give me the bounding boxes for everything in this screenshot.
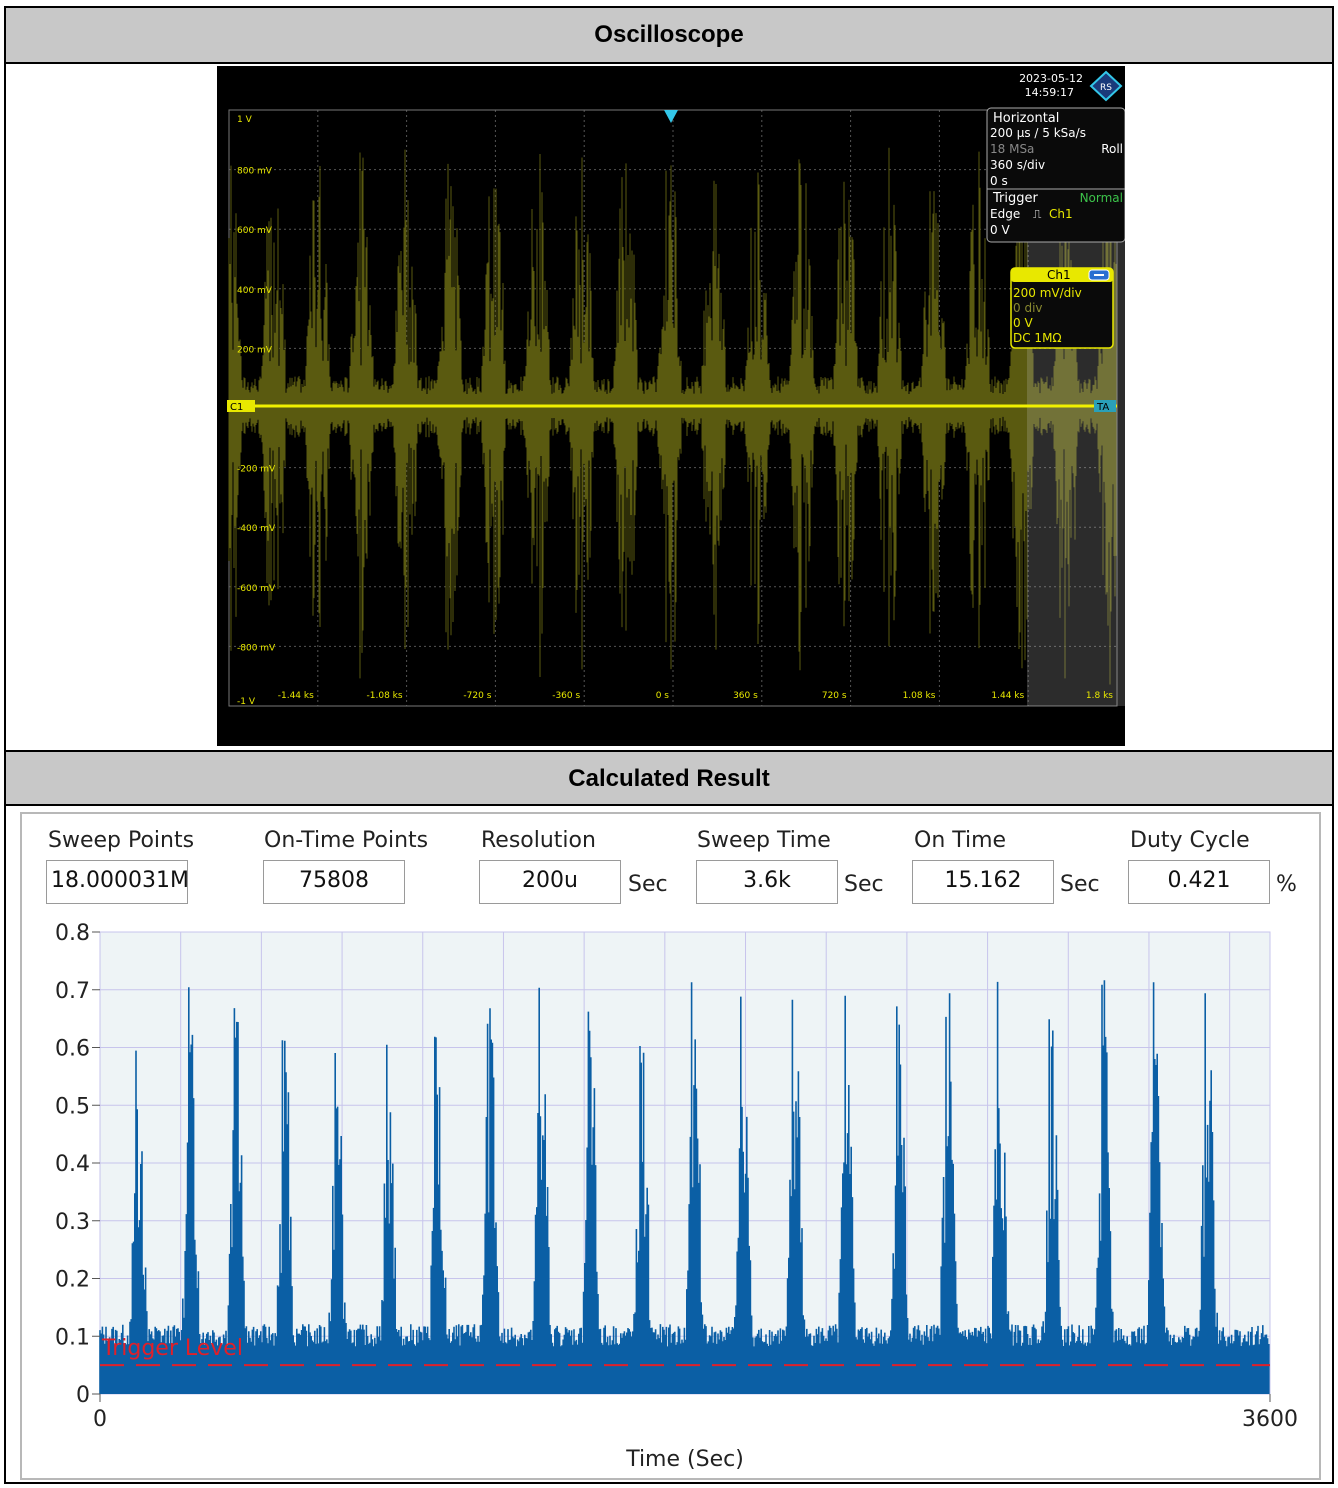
x-axis-label: Time (Sec): [625, 1447, 744, 1472]
scope-y-tick-label: 400 mV: [237, 286, 273, 296]
y-tick-label: 0: [76, 1383, 90, 1408]
horizontal-points: 18 MSa: [990, 142, 1034, 156]
resolution-unit: Sec: [628, 872, 668, 897]
ch1-offset-div: 0 div: [1013, 301, 1043, 315]
scope-y-tick-label: 1 V: [237, 115, 253, 125]
scope-y-tick-label: -200 mV: [237, 465, 276, 475]
scope-x-tick-label: -720 s: [463, 691, 491, 701]
y-tick-label: 0.4: [55, 1152, 90, 1177]
scope-x-tick-label: -360 s: [552, 691, 580, 701]
ch1-name: Ch1: [1047, 268, 1071, 282]
scope-x-tick-label: 0 s: [656, 691, 670, 701]
oscilloscope-header: Oscilloscope: [6, 8, 1332, 64]
sweep-time-label: Sweep Time: [697, 828, 831, 853]
svg-text:RS: RS: [1100, 83, 1112, 93]
ch1-offset-v: 0 V: [1013, 316, 1033, 330]
series-line: [99, 980, 1270, 1394]
scope-x-tick-label: 1.8 ks: [1086, 691, 1113, 701]
scope-y-tick-label: -800 mV: [237, 643, 276, 653]
y-tick-label: 0.6: [55, 1037, 90, 1062]
oscilloscope-screen: 1 V 800 mV 600 mV 400 mV 200 mV -200 mV -400 m…: [217, 66, 1125, 746]
resolution-label: Resolution: [481, 828, 596, 853]
horizontal-scale: 360 s/div: [990, 158, 1045, 172]
y-tick-label: 0.5: [55, 1094, 90, 1119]
scope-y-tick-label: -1 V: [237, 697, 256, 707]
trigger-mode: Normal: [1080, 191, 1123, 205]
y-tick-label: 0.3: [55, 1210, 90, 1235]
scope-x-tick-label: -1.08 ks: [367, 691, 403, 701]
scope-x-tick-label: 360 s: [733, 691, 758, 701]
scope-y-tick-label: 600 mV: [237, 226, 273, 236]
scope-date: 2023-05-12: [1019, 72, 1083, 85]
scope-x-tick-label: 1.08 ks: [903, 691, 936, 701]
calculated-result-header: Calculated Result: [6, 750, 1332, 806]
outer-border: [4, 6, 1334, 1484]
scope-x-tick-label: 720 s: [822, 691, 847, 701]
scope-time: 14:59:17: [1025, 86, 1074, 99]
ch1-coupling: DC 1MΩ: [1013, 331, 1062, 345]
duty-cycle-chart: Trigger Level 00.10.20.30.40.50.60.70.8 …: [55, 921, 1298, 1472]
scope-y-ticks: 1 V 800 mV 600 mV 400 mV 200 mV -200 mV -400 m…: [237, 115, 276, 707]
scope-x-ticks: -1.44 ks -1.08 ks -720 s -360 s 0 s 360 s 720 …: [278, 691, 1114, 701]
rising-edge-icon: ⎍: [1033, 207, 1042, 221]
scope-x-tick-label: -1.44 ks: [278, 691, 314, 701]
on-time-unit: Sec: [1060, 872, 1100, 897]
rs-logo-icon: RS: [1089, 70, 1123, 102]
on-time-field[interactable]: 15.162: [912, 860, 1054, 904]
resolution-field[interactable]: 200u: [479, 860, 621, 904]
x-tick-label: 3600: [1242, 1407, 1298, 1432]
ch1-level-marker: C1: [227, 400, 255, 413]
ch1-marker-box: [227, 400, 255, 412]
y-tick-label: 0.8: [55, 921, 90, 946]
y-tick-label: 0.1: [55, 1325, 90, 1350]
ch1-marker-label: C1: [230, 402, 243, 413]
horizontal-mode: Roll: [1101, 142, 1123, 156]
ch1-panel[interactable]: Ch1 200 mV/div 0 div 0 V DC 1MΩ: [1010, 267, 1114, 349]
calculated-result-panel: Sweep Points 18.000031M On-Time Points 7…: [20, 812, 1321, 1480]
x-tick-label: 0: [93, 1407, 107, 1432]
duty-cycle-label: Duty Cycle: [1130, 828, 1250, 853]
horizontal-position: 0 s: [990, 174, 1008, 188]
trigger-level-value: 0 V: [990, 223, 1010, 237]
trigger-marker-box: [1094, 400, 1116, 412]
horizontal-rate: 200 µs / 5 kSa/s: [990, 126, 1086, 140]
chart-y-ticks: 0 0.1 0.2 0.3 0.4 0.5 0.6 0.7 0.8: [55, 921, 100, 1408]
trigger-title: Trigger: [992, 191, 1038, 206]
on-time-label: On Time: [914, 828, 1007, 853]
ch1-scale: 200 mV/div: [1013, 286, 1082, 300]
trigger-level-label: Trigger Level: [101, 1336, 243, 1361]
on-time-points-label: On-Time Points: [264, 828, 429, 853]
trigger-source: Ch1: [1049, 207, 1073, 221]
on-time-points-field[interactable]: 75808: [263, 860, 405, 904]
sweep-points-field[interactable]: 18.000031M: [46, 860, 189, 904]
trigger-type: Edge: [990, 207, 1020, 221]
horizontal-title: Horizontal: [993, 111, 1059, 126]
sweep-time-unit: Sec: [844, 872, 884, 897]
scope-y-tick-label: -400 mV: [237, 524, 276, 534]
chart-x-ticks: 0 3600: [93, 1394, 1298, 1432]
y-tick-label: 0.7: [55, 979, 90, 1004]
scope-y-tick-label: 800 mV: [237, 167, 273, 177]
trigger-marker-label: TA: [1096, 402, 1109, 413]
scope-y-tick-label: 200 mV: [237, 345, 273, 355]
sweep-points-label: Sweep Points: [48, 828, 195, 853]
horizontal-panel[interactable]: Horizontal 200 µs / 5 kSa/s 18 MSa Roll …: [986, 107, 1125, 243]
scope-display: 1 V 800 mV 600 mV 400 mV 200 mV -200 mV -400 m…: [217, 66, 1125, 746]
scope-y-tick-label: -600 mV: [237, 584, 276, 594]
y-tick-label: 0.2: [55, 1268, 90, 1293]
chart-series: [99, 980, 1270, 1394]
duty-cycle-unit: %: [1276, 872, 1297, 897]
scope-x-tick-label: 1.44 ks: [991, 691, 1024, 701]
duty-cycle-field[interactable]: 0.421: [1128, 860, 1270, 904]
sweep-time-field[interactable]: 3.6k: [696, 860, 838, 904]
trigger-position-marker: [664, 110, 678, 123]
trigger-level-marker: TA: [1094, 400, 1116, 413]
